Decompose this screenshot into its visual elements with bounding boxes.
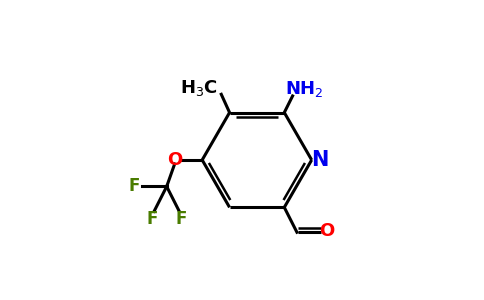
Text: N: N [311,150,329,170]
Text: F: F [129,178,140,196]
Text: NH$_2$: NH$_2$ [285,79,323,99]
Text: H$_3$C: H$_3$C [180,78,218,98]
Text: F: F [175,210,187,228]
Text: O: O [319,222,334,240]
Text: F: F [147,210,158,228]
Text: O: O [167,151,182,169]
